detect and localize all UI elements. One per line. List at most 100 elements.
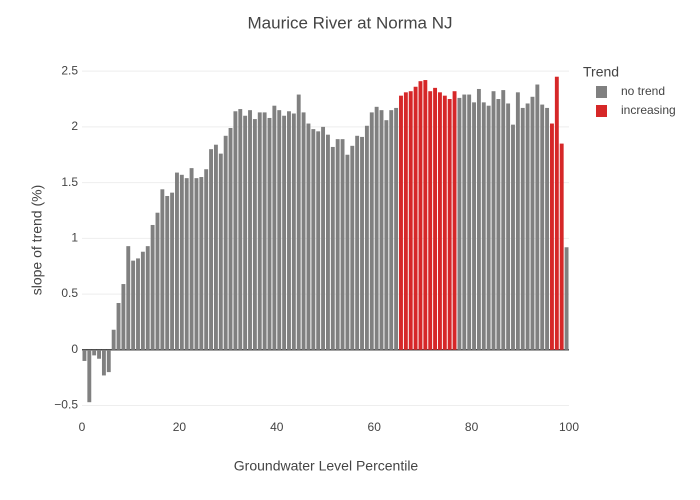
bar [486,105,491,350]
bar [403,92,408,350]
bar [243,115,248,350]
y-tick-label: −0.5 [54,398,78,412]
bar [330,146,335,350]
bar [413,86,418,350]
bar [267,117,272,350]
chart-title: Maurice River at Norma NJ [248,13,453,32]
bar [282,115,287,350]
bar [199,177,204,350]
bar [476,88,481,350]
bar [121,284,126,350]
bar [218,153,223,350]
bar [564,247,569,350]
bar [506,103,511,350]
x-tick-label: 20 [173,420,187,434]
bar [87,349,92,403]
bar [437,92,442,350]
bar [194,178,199,350]
bar [189,168,194,350]
bar [389,110,394,350]
bar [345,154,350,350]
bar [165,195,170,350]
bar [272,105,277,350]
bar [248,110,252,350]
bar [554,76,559,350]
bar [296,94,301,350]
bar [175,172,179,350]
bar [131,260,136,350]
bar [257,112,262,350]
bar [418,81,423,350]
y-tick-label: 0 [71,342,78,356]
bar [252,119,257,350]
bar [428,91,433,350]
bar [306,123,311,350]
bar [452,91,457,350]
y-tick-label: 0.5 [61,286,78,300]
bar [340,139,345,350]
bar [399,95,403,350]
bar [213,144,218,350]
bar [467,94,472,350]
bar [335,139,340,350]
bar [92,349,97,356]
bar [287,111,291,350]
legend-label: increasing [621,103,676,117]
bar [550,123,554,350]
bar [384,120,389,350]
legend-swatch [596,105,607,117]
bar [155,212,160,350]
bar [481,102,486,350]
bar [525,103,530,350]
bar [559,143,564,350]
bar [350,145,355,350]
bar [116,302,121,350]
x-tick-label: 80 [465,420,479,434]
bar [228,127,233,350]
y-tick-label: 1 [71,231,78,245]
x-tick-label: 100 [559,420,579,434]
bar [530,96,535,350]
bar [520,107,525,350]
bar [472,102,476,350]
bar [408,91,413,350]
bar [379,110,384,350]
bar [374,106,379,350]
bar [311,129,316,350]
bar [364,125,369,350]
bar [233,111,238,350]
bar [316,131,321,350]
bar [136,258,140,350]
bar [369,112,374,350]
bar [515,92,520,350]
x-tick-label: 60 [368,420,382,434]
bar [262,112,267,350]
bar [179,174,184,350]
bar [204,169,209,350]
bar [321,126,326,350]
bar [442,95,447,350]
bar [150,224,155,350]
bar [433,87,438,350]
bar [184,178,189,350]
bar [394,107,399,350]
bar [101,349,106,376]
bar [540,104,545,350]
bar [82,349,87,361]
bar [209,149,214,350]
bar [355,135,360,350]
legend-title: Trend [583,64,619,80]
bar [301,112,306,350]
bar [223,135,228,350]
bar [106,349,111,373]
x-tick-label: 0 [79,420,86,434]
bar [238,109,243,350]
bar [491,91,496,350]
x-axis-title: Groundwater Level Percentile [234,458,419,474]
bar [423,80,428,350]
bar [291,113,296,350]
bar [140,251,145,350]
bar [535,84,540,350]
bar [511,124,515,350]
